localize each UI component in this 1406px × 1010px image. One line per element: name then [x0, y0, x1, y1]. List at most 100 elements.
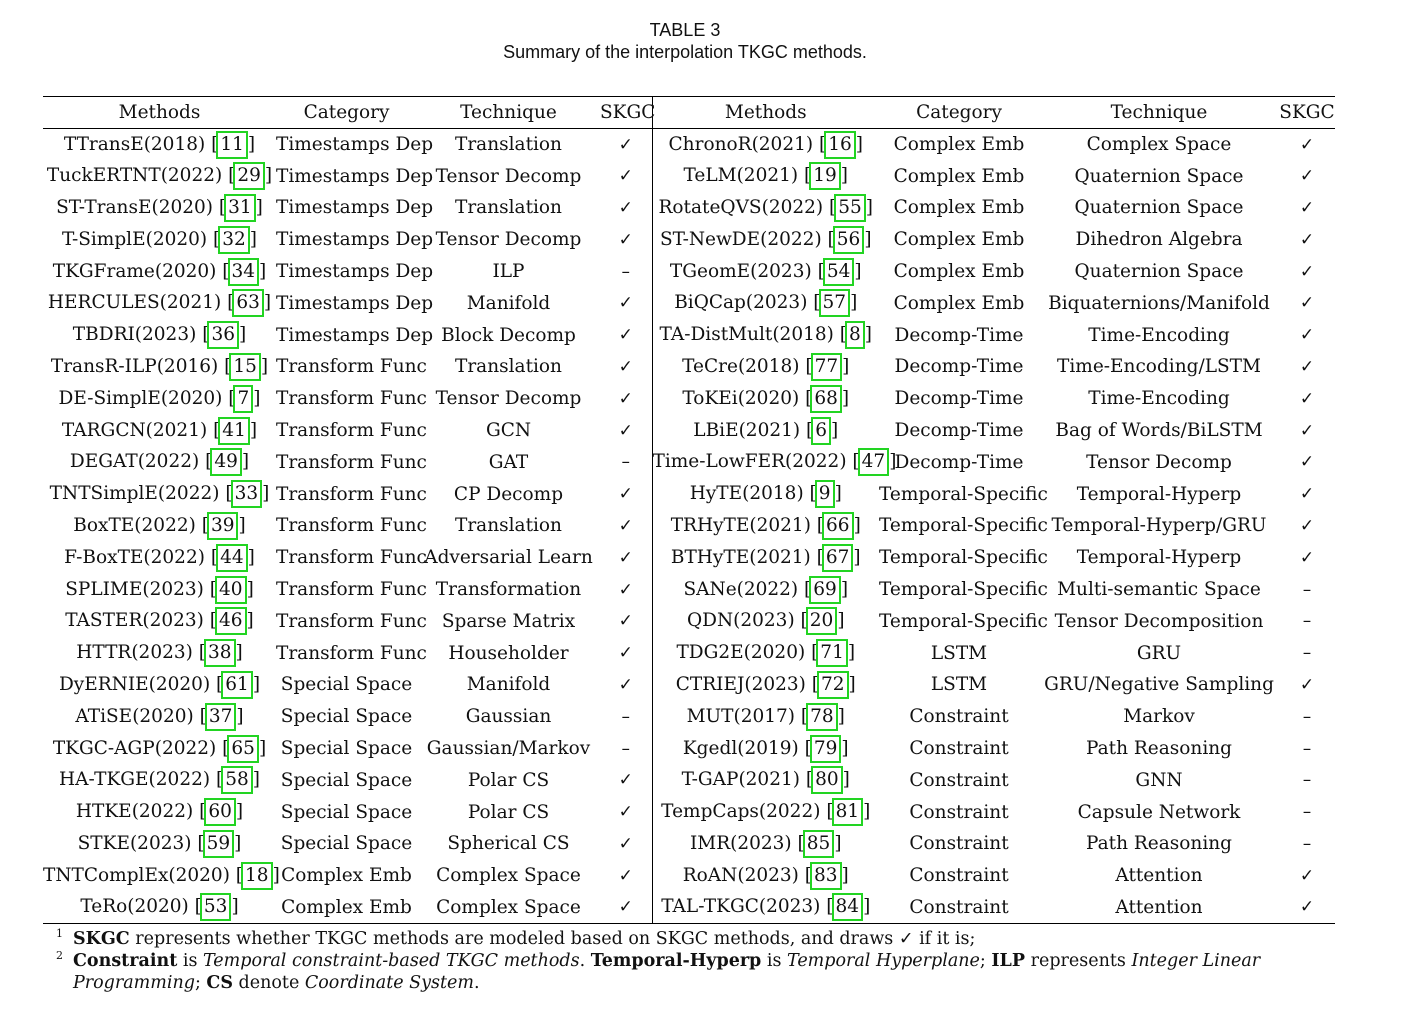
- citation-ref: 78: [806, 702, 838, 731]
- technique-cell: GAT: [488, 451, 529, 473]
- category-cell: Special Space: [280, 738, 413, 760]
- skgc-mark: ✓: [600, 764, 653, 797]
- citation-bracket-close: ]: [889, 451, 897, 473]
- skgc-mark: ✓: [1299, 229, 1315, 250]
- method-cell: BTHyTE(2021) [67]: [652, 542, 879, 574]
- citation-ref: 46: [215, 607, 247, 636]
- citation-ref: 33: [230, 480, 263, 509]
- technique-cell: Temporal-Hyperp: [1076, 483, 1242, 505]
- citation-bracket-close: ]: [247, 546, 255, 568]
- citation-bracket-open: [: [216, 260, 230, 282]
- footnote-text: .: [579, 951, 591, 971]
- category-cell: Transform Func: [276, 451, 427, 473]
- skgc-mark: ✓: [600, 128, 653, 161]
- table-row: F-BoxTE(2022) [44] Transform Func Adversar…: [43, 541, 1335, 574]
- citation-bracket-close: ]: [853, 546, 861, 568]
- citation-bracket-open: [: [820, 896, 834, 918]
- technique-cell: Quaternion Space: [1074, 197, 1244, 219]
- citation-bracket-close: ]: [238, 514, 246, 536]
- method-cell: HTTR(2023) [38]: [43, 637, 276, 669]
- table-row: TNTComplEx(2020) [18] Complex Emb Complex …: [43, 859, 1335, 892]
- skgc-mark: –: [1302, 643, 1312, 664]
- method-cell: TASTER(2023) [46]: [43, 605, 276, 637]
- citation-bracket-open: [: [791, 832, 805, 854]
- method-cell: ChronoR(2021) [16]: [652, 129, 879, 161]
- table-row: HTKE(2022) [60] Special Space Polar CS ✓ Tem…: [43, 796, 1335, 829]
- skgc-mark: ✓: [1299, 420, 1315, 441]
- citation-ref: 63: [232, 289, 264, 318]
- citation-bracket-open: [: [188, 896, 202, 918]
- skgc-mark: ✓: [600, 382, 653, 415]
- table-row: SPLIME(2023) [40] Transform Func Transform…: [43, 573, 1335, 606]
- method-name: Kgedl(2019): [682, 737, 799, 759]
- footnote-definition: Coordinate System: [304, 973, 474, 993]
- method-name: Time-LowFER(2022): [652, 451, 847, 473]
- technique-cell: Manifold: [466, 674, 551, 696]
- table-row: HTTR(2023) [38] Transform Func Householder…: [43, 637, 1335, 670]
- citation-bracket-close: ]: [234, 832, 242, 854]
- category-cell: Decomp-Time: [894, 451, 1024, 473]
- citation-bracket-close: ]: [241, 451, 250, 473]
- category-cell: Timestamps Dep: [276, 134, 434, 156]
- table-row: HERCULES(2021) [63] Timestamps Dep Manifol…: [43, 287, 1335, 320]
- method-cell: HERCULES(2021) [63]: [43, 287, 276, 319]
- technique-cell: Tensor Decomp: [435, 165, 582, 187]
- citation-ref: 32: [218, 225, 250, 254]
- technique-cell: ILP: [492, 261, 525, 283]
- citation-bracket-open: [: [794, 610, 808, 632]
- footnote-2-number: 2: [56, 949, 63, 962]
- citation-ref: 68: [810, 384, 842, 413]
- citation-ref: 16: [824, 130, 856, 159]
- col-header-skgc: SKGC: [600, 96, 655, 129]
- category-cell: Special Space: [280, 769, 413, 791]
- citation-bracket-close: ]: [864, 324, 872, 346]
- header-row: Methods Category Technique SKGC Methods …: [43, 96, 1335, 129]
- footnote-text: represents whether TKGC methods are mode…: [129, 929, 976, 949]
- skgc-mark: ✓: [1299, 674, 1315, 695]
- method-name: QDN(2023): [686, 610, 795, 632]
- category-cell: Timestamps Dep: [276, 165, 434, 187]
- technique-cell: Capsule Network: [1077, 801, 1241, 823]
- technique-cell: Attention: [1039, 891, 1279, 924]
- method-name: MUT(2017): [686, 705, 795, 727]
- category-cell: Constraint: [909, 865, 1009, 887]
- method-cell: F-BoxTE(2022) [44]: [43, 542, 276, 574]
- footnote-1-number: 1: [56, 927, 63, 940]
- category-cell: Timestamps Dep: [276, 292, 434, 314]
- technique-cell: GRU: [1136, 642, 1182, 664]
- category-cell: Timestamps Dep: [276, 229, 434, 251]
- skgc-mark: –: [600, 732, 653, 765]
- table-row: TNTSimplE(2022) [33] Transform Func CP Dec…: [43, 478, 1335, 511]
- method-cell: TRHyTE(2021) [66]: [652, 510, 879, 542]
- method-name: TeCre(2018): [682, 355, 800, 377]
- technique-cell: GNN: [1135, 769, 1183, 791]
- citation-bracket-open: [: [222, 165, 236, 187]
- method-name: CTRIEJ(2023): [675, 673, 806, 695]
- method-name: RotateQVS(2022): [658, 196, 824, 218]
- method-cell: ToKEi(2020) [68]: [652, 383, 879, 415]
- technique-cell: Sparse Matrix: [441, 610, 576, 632]
- citation-bracket-open: [: [813, 133, 827, 155]
- citation-bracket-open: [: [805, 642, 819, 664]
- category-cell: Timestamps Dep: [276, 261, 434, 283]
- technique-cell: Spherical CS: [447, 833, 570, 855]
- citation-bracket-close: ]: [864, 228, 872, 250]
- method-cell: TNTSimplE(2022) [33]: [43, 478, 276, 510]
- citation-bracket-open: [: [221, 292, 235, 314]
- citation-bracket-open: [: [798, 165, 812, 187]
- method-cell: LBiE(2021) [6]: [652, 415, 879, 447]
- skgc-mark: –: [1302, 738, 1312, 759]
- citation-ref: 55: [834, 193, 866, 222]
- footnote-text: ;: [979, 951, 992, 971]
- category-cell: Complex Emb: [281, 865, 412, 887]
- skgc-mark: ✓: [1299, 166, 1315, 187]
- citation-bracket-open: [: [213, 196, 227, 218]
- footnote-definition: Temporal Hyperplane: [787, 951, 980, 971]
- method-name: TDG2E(2020): [676, 642, 806, 664]
- category-cell: Complex Emb: [893, 229, 1025, 251]
- method-cell: TKGFrame(2020) [34]: [43, 256, 276, 288]
- citation-bracket-open: [: [191, 832, 205, 854]
- citation-ref: 59: [202, 829, 235, 858]
- skgc-mark: –: [1302, 706, 1312, 727]
- citation-ref: 15: [229, 352, 261, 381]
